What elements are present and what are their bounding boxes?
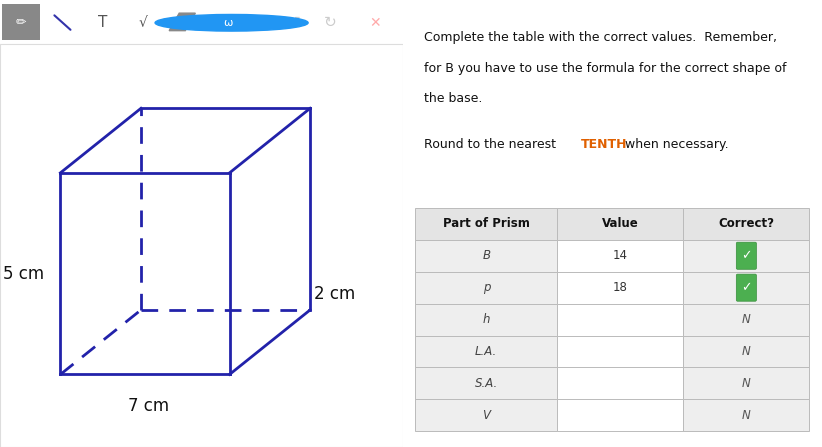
Bar <box>415 367 557 400</box>
Bar <box>415 336 557 367</box>
Text: 14: 14 <box>612 249 628 262</box>
Text: L.A.: L.A. <box>475 345 497 358</box>
Bar <box>557 240 683 272</box>
Text: ▾: ▾ <box>253 18 258 28</box>
Text: ↻: ↻ <box>324 15 337 30</box>
Text: Correct?: Correct? <box>718 217 774 230</box>
Text: h: h <box>483 313 490 326</box>
Text: 18: 18 <box>613 281 628 294</box>
Text: Value: Value <box>602 217 639 230</box>
Text: 7 cm: 7 cm <box>128 396 169 415</box>
Bar <box>683 336 810 367</box>
Bar <box>683 367 810 400</box>
Bar <box>415 208 557 240</box>
Bar <box>557 304 683 336</box>
Bar <box>415 400 557 431</box>
Text: N: N <box>742 345 750 358</box>
Circle shape <box>155 14 308 31</box>
Bar <box>683 304 810 336</box>
Text: √: √ <box>139 16 147 30</box>
Text: B: B <box>483 249 490 262</box>
Text: the base.: the base. <box>424 92 483 105</box>
Polygon shape <box>169 13 196 31</box>
Bar <box>557 208 683 240</box>
Text: ↺: ↺ <box>288 15 300 30</box>
Bar <box>557 336 683 367</box>
Bar <box>683 240 810 272</box>
Bar <box>415 304 557 336</box>
Text: for B you have to use the formula for the correct shape of: for B you have to use the formula for th… <box>424 62 786 75</box>
Text: ✓: ✓ <box>741 281 751 294</box>
Bar <box>415 272 557 304</box>
Bar <box>683 208 810 240</box>
Text: TENTH: TENTH <box>581 138 627 151</box>
Text: ✕: ✕ <box>369 16 381 30</box>
Bar <box>683 400 810 431</box>
Text: N: N <box>742 409 750 422</box>
Text: 2 cm: 2 cm <box>314 285 355 303</box>
FancyBboxPatch shape <box>737 242 756 269</box>
FancyBboxPatch shape <box>737 274 756 301</box>
Text: S.A.: S.A. <box>474 377 498 390</box>
Bar <box>557 367 683 400</box>
Text: N: N <box>742 313 750 326</box>
Text: ω: ω <box>224 18 233 28</box>
Bar <box>415 240 557 272</box>
Bar <box>557 400 683 431</box>
Text: V: V <box>483 409 490 422</box>
Text: p: p <box>483 281 490 294</box>
Text: when necessary.: when necessary. <box>621 138 728 151</box>
Bar <box>0 44 403 447</box>
Text: ✏: ✏ <box>16 16 26 30</box>
Text: Round to the nearest: Round to the nearest <box>424 138 560 151</box>
Text: N: N <box>742 377 750 390</box>
Bar <box>683 272 810 304</box>
Text: ✓: ✓ <box>741 249 751 262</box>
Bar <box>557 272 683 304</box>
Text: T: T <box>98 15 108 30</box>
FancyBboxPatch shape <box>2 4 40 40</box>
Text: Part of Prism: Part of Prism <box>443 217 529 230</box>
Text: Complete the table with the correct values.  Remember,: Complete the table with the correct valu… <box>424 31 777 44</box>
Text: 5 cm: 5 cm <box>3 265 44 283</box>
